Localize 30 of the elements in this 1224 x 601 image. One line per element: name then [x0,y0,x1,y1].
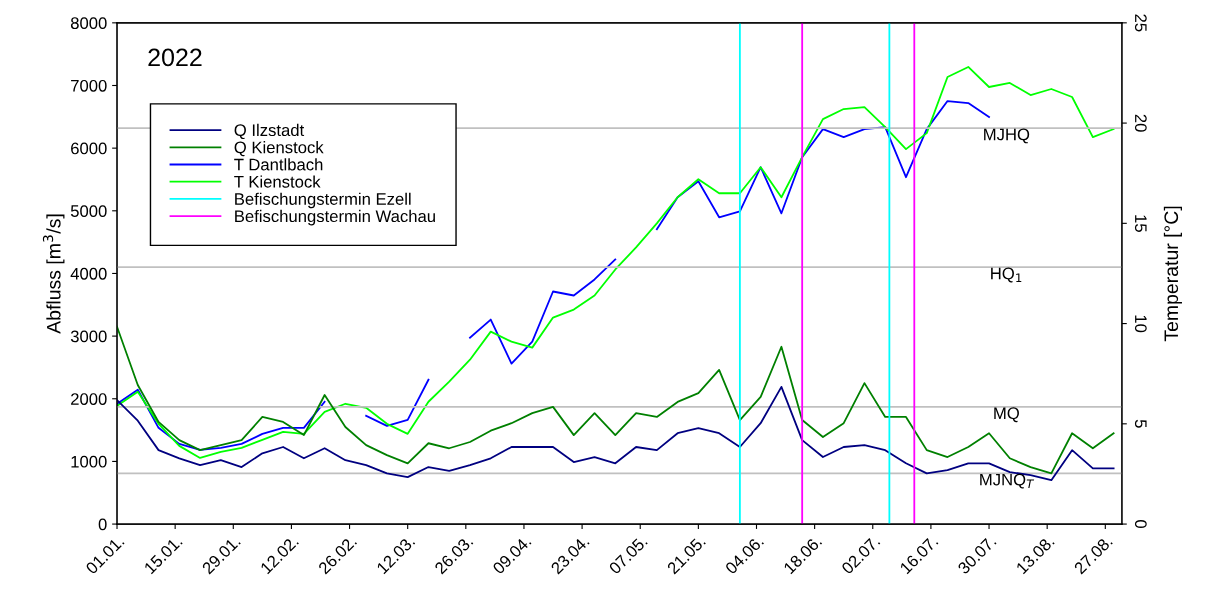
y2-tick-label: 0 [1134,520,1147,529]
line-series [117,325,1115,475]
y-tick-label: 2000 [71,393,107,405]
legend-label: Q Ilzstadt [234,123,305,140]
line-series [117,66,1115,459]
y-axis-title: Abfluss [m$^{3}$/s] [42,214,65,334]
y-tick-label: 4000 [70,267,107,280]
y-tick-label: 5000 [70,205,107,217]
y-tick-label: 1000 [71,455,107,468]
legend-label: Q Kienstock [234,141,324,157]
annotation: 2022 [148,48,202,67]
y2-axis-title: Temperatur [°C] [1163,206,1182,342]
y-tick-label: 8000 [70,17,107,30]
y2-tick-label: 10 [1134,315,1147,333]
y-tick-label: 3000 [70,330,107,343]
y2-tick-label: 25 [1134,14,1147,32]
y-tick-label: 6000 [71,142,107,155]
ref-line-label: MJHQ [984,128,1030,144]
ref-line-label: HQ$_{1}$ [991,267,1022,283]
ref-line-label: MQ [994,407,1019,423]
y2-tick-label: 15 [1134,215,1147,232]
y2-tick-label: 5 [1134,419,1147,428]
y2-tick-label: 20 [1134,114,1147,132]
legend-label: Befischungstermin Ezell [235,192,411,209]
legend-label: Befischungstermin Wachau [235,209,435,226]
legend-label: T Kienstock [234,175,321,188]
legend-label: T Dantlbach [234,158,323,171]
ref-line-label: MJNQ$_{T}$ [980,473,1035,489]
y-tick-label: 7000 [71,79,107,92]
y-tick-label: 0 [98,518,107,531]
